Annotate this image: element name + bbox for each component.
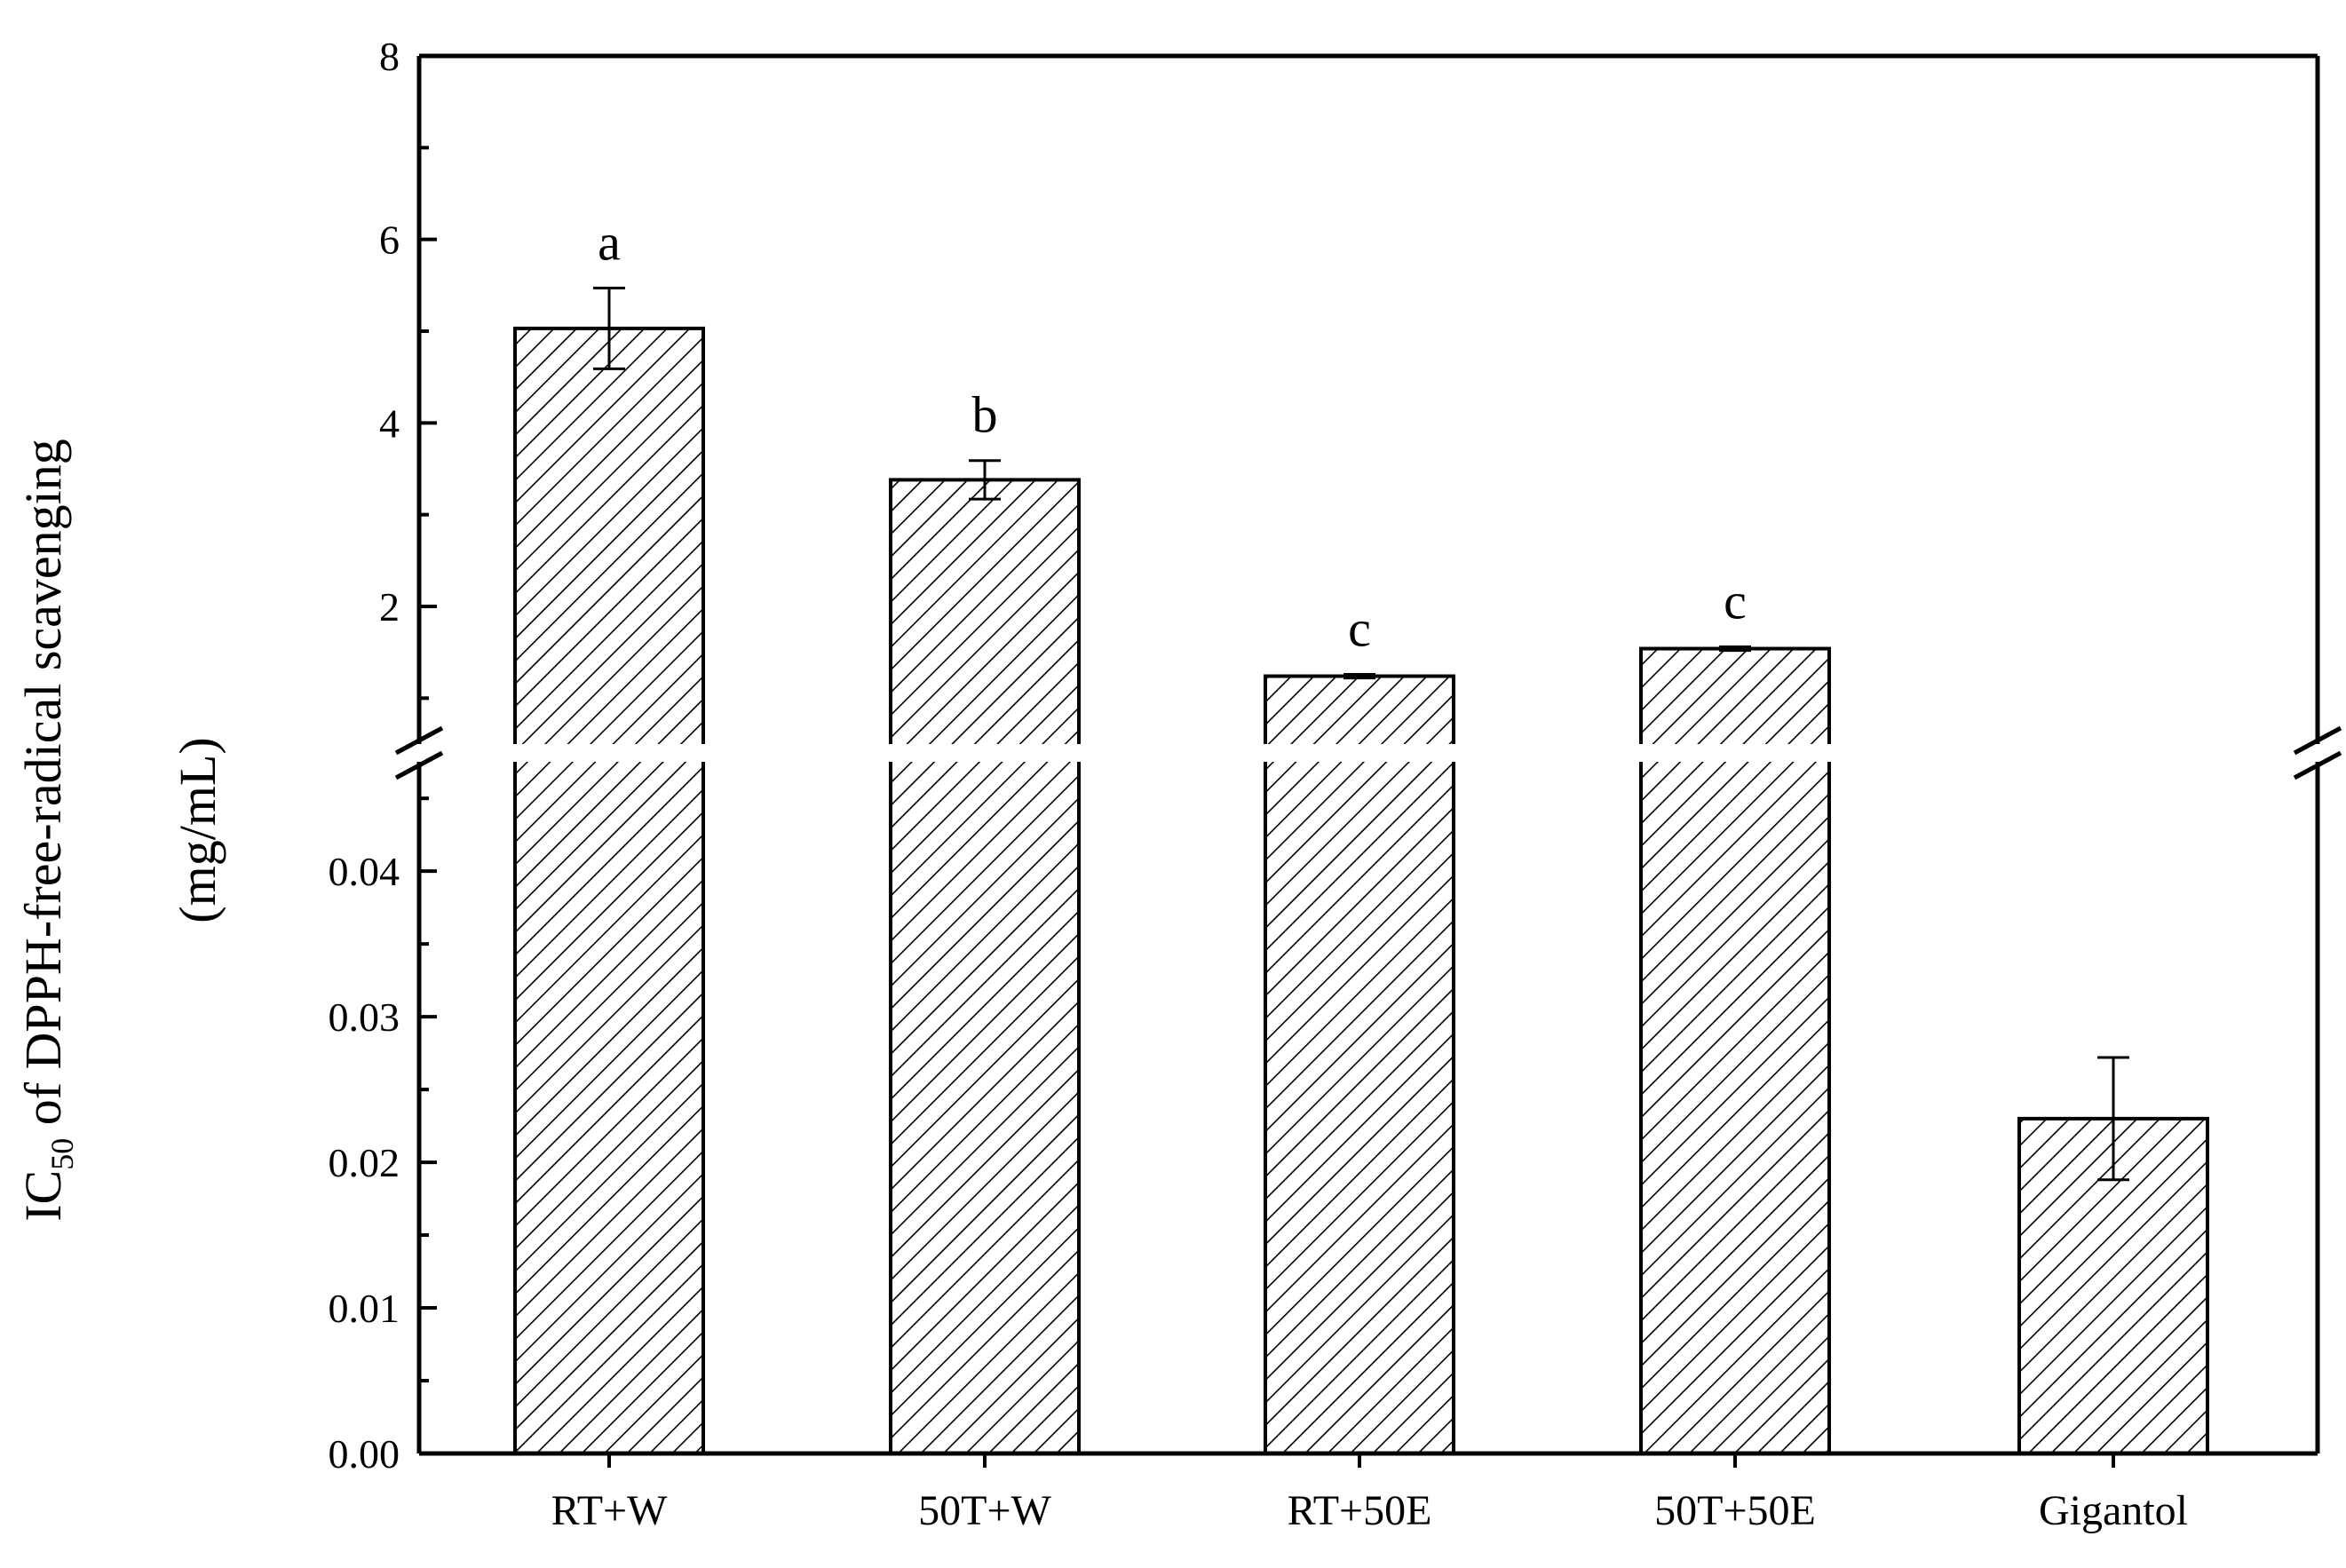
y-axis-unit-text: (mg/mL) (169, 737, 226, 923)
x-tick-label: Gigantol (2039, 1487, 2188, 1534)
significance-label: c (1348, 599, 1371, 657)
y-tick-label-lower: 0.04 (329, 849, 400, 894)
x-tick-label: RT+W (551, 1487, 669, 1534)
significance-label: a (598, 213, 621, 271)
y-axis-title: IC50 of DPPH-free-radical scavenging (14, 439, 80, 1222)
y-tick-label-upper: 2 (379, 584, 400, 630)
break-mark-left-1 (394, 725, 444, 756)
bar-rt-w (513, 326, 705, 1455)
y-axis-title-subscript: 50 (44, 1138, 80, 1170)
bar-50t-50e (1639, 646, 1831, 1455)
break-mark-right-2 (2293, 750, 2342, 780)
significance-label: b (972, 386, 998, 444)
x-tick-label: 50T+W (918, 1487, 1051, 1534)
significance-label: c (1724, 572, 1747, 630)
x-tick-label: 50T+50E (1654, 1487, 1816, 1534)
break-mark-right-1 (2293, 725, 2342, 756)
y-axis-title-main: of DPPH-free-radical scavenging (14, 439, 72, 1138)
bar-rt-50e (1264, 674, 1455, 1455)
y-tick-label-upper: 4 (379, 400, 400, 446)
y-axis-unit: (mg/mL) (169, 737, 226, 923)
y-tick-label-lower: 0.00 (329, 1431, 400, 1477)
bar-50t-w (889, 478, 1081, 1455)
y-tick-label-upper: 6 (379, 218, 400, 263)
plot-area: 2 4 6 8 0.00 0.01 0.02 0.03 0.04 RT+W 50T+W RT+50E 5… (329, 34, 2344, 1534)
y-tick-label-lower: 0.02 (329, 1140, 400, 1185)
y-axis-title-prefix: IC (14, 1170, 72, 1222)
svg-text:IC50 of DPPH-free-radical scav: IC50 of DPPH-free-radical scavenging (14, 439, 80, 1222)
break-mark-left-2 (394, 750, 444, 780)
x-tick-label: RT+50E (1288, 1487, 1432, 1534)
axis-break-band (392, 744, 2344, 762)
y-tick-label-lower: 0.03 (329, 994, 400, 1040)
y-tick-label-upper: 8 (379, 34, 400, 79)
y-tick-label-lower: 0.01 (329, 1286, 400, 1331)
